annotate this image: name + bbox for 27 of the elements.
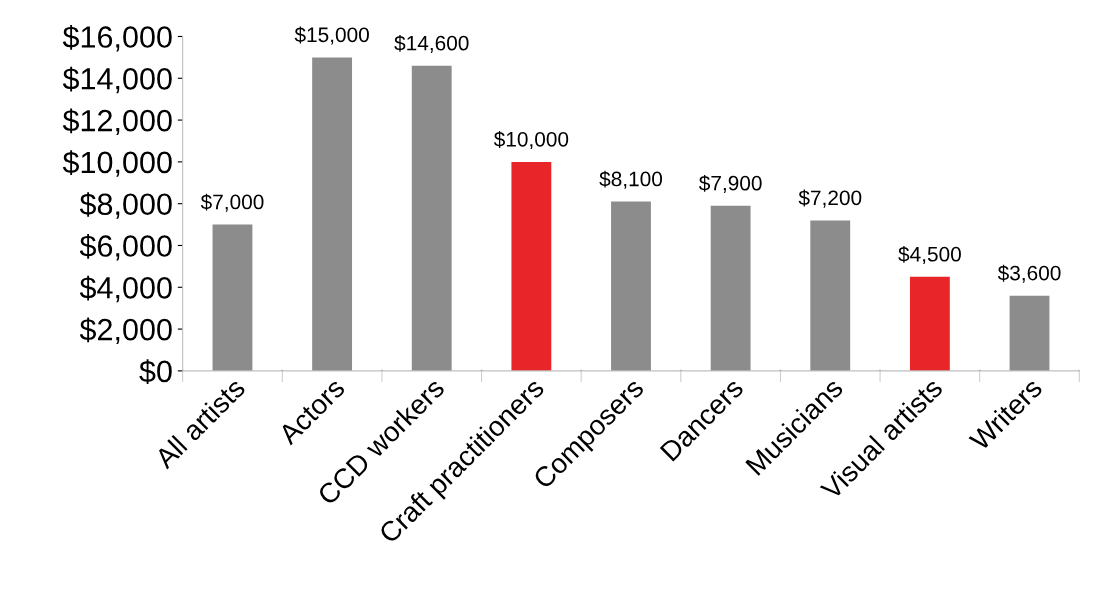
y-tick-label: $12,000: [62, 108, 172, 136]
y-tick-label: $16,000: [62, 24, 172, 52]
bar: [212, 224, 253, 371]
data-label: $7,000: [200, 193, 264, 212]
data-label: $7,200: [798, 189, 862, 208]
data-label: $7,900: [698, 174, 762, 193]
data-label: $3,600: [997, 264, 1061, 283]
y-tick-label: $14,000: [62, 66, 172, 94]
data-label: $14,600: [394, 34, 469, 53]
data-label: $15,000: [294, 26, 369, 45]
y-tick-label: $6,000: [79, 233, 172, 261]
bar: [810, 220, 851, 371]
bar: [312, 57, 353, 371]
bar: [710, 205, 751, 371]
data-label: $8,100: [599, 170, 663, 189]
y-tick-label: $0: [139, 359, 172, 385]
y-tick-label: $8,000: [79, 192, 172, 219]
y-tick-label: $4,000: [79, 275, 172, 303]
data-label: $10,000: [493, 131, 569, 150]
bar: [511, 161, 552, 371]
y-tick-label: $2,000: [79, 317, 172, 345]
data-label: $4,500: [898, 245, 961, 265]
bar: [1009, 295, 1050, 371]
bar: [411, 65, 452, 371]
bar: [909, 276, 950, 371]
y-tick-label: $10,000: [62, 150, 172, 177]
bar: [611, 201, 651, 371]
